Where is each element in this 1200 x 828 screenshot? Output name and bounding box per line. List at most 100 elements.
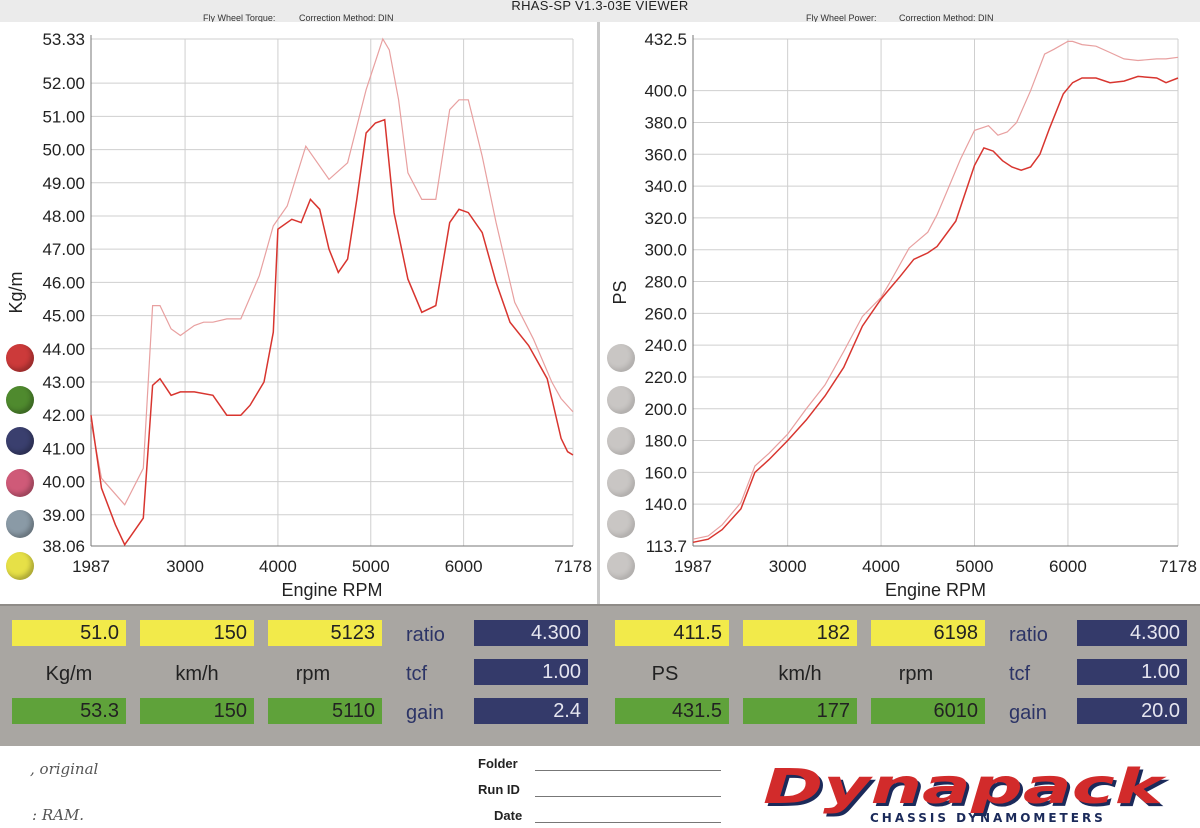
x-tick-label: 5000 <box>352 557 390 576</box>
power-chart: 432.5 400.0 380.0 360.0 340.0 320.0 300.0 280.0… <box>610 30 1197 600</box>
y-tick-label: 46.00 <box>42 273 85 292</box>
legend-circle[interactable] <box>6 385 34 414</box>
x-tick-label: 6000 <box>445 557 483 576</box>
legend-circle[interactable] <box>6 510 34 538</box>
y-tick-label: 280.0 <box>644 273 687 292</box>
date-field <box>535 822 721 823</box>
tcf-label-left: tcf <box>406 663 428 685</box>
grid <box>692 38 1179 547</box>
y-tick-label: 240.0 <box>644 336 687 355</box>
y-tick-label: 380.0 <box>644 113 687 132</box>
x-tick-label: 4000 <box>259 557 297 576</box>
unit-kgm: Kg/m <box>45 663 93 685</box>
rpm-current-value-right: 6198 <box>871 620 985 646</box>
logo-wordmark-shadow: Dynapack <box>766 762 1171 818</box>
folder-label: Folder <box>478 756 518 771</box>
unit-kmh-left: km/h <box>175 663 219 685</box>
y-tick-label: 180.0 <box>644 432 687 451</box>
torque-chart-panel: 53.33 52.00 51.00 50.00 49.00 48.00 47.00 46.00… <box>0 22 600 604</box>
y-tick-label: 340.0 <box>644 177 687 196</box>
date-label: Date <box>494 808 523 823</box>
handwritten-note-original: , original <box>30 760 99 778</box>
legend-circle[interactable] <box>607 510 635 538</box>
x-tick-label: 4000 <box>862 557 900 576</box>
gain-label-right: gain <box>1009 702 1047 724</box>
folder-field <box>535 770 721 771</box>
ratio-label-left: ratio <box>406 624 445 646</box>
x-tick-label: 6000 <box>1049 557 1087 576</box>
series-line-1 <box>90 37 574 506</box>
legend-circle[interactable] <box>6 344 34 372</box>
ratio-value-left: 4.300 <box>474 620 588 646</box>
handwritten-note-ram: : RAM. <box>32 806 85 824</box>
torque-max-value: 53.3 <box>12 698 126 724</box>
series-line-2 <box>692 75 1179 544</box>
y-tick-label: 50.00 <box>42 141 85 160</box>
right-correction-label: Correction Method: DIN <box>899 13 994 23</box>
unit-rpm-right: rpm <box>898 663 934 685</box>
x-tick-label: 1987 <box>674 557 712 576</box>
tcf-value-left: 1.00 <box>474 659 588 685</box>
y-tick-label: 400.0 <box>644 82 687 101</box>
power-current-value: 411.5 <box>615 620 729 646</box>
gain-value-right: 20.0 <box>1077 698 1187 724</box>
y-tick-label: 360.0 <box>644 145 687 164</box>
y-tick-label: 260.0 <box>644 304 687 323</box>
legend-circle[interactable] <box>607 385 635 414</box>
y-tick-label: 38.06 <box>42 537 85 556</box>
legend-circle[interactable] <box>607 427 635 455</box>
y-tick-label: 320.0 <box>644 209 687 228</box>
y-tick-label: 53.33 <box>42 30 85 49</box>
legend-circle[interactable] <box>6 468 34 497</box>
torque-current-value: 51.0 <box>12 620 126 646</box>
legend-circle[interactable] <box>607 344 635 372</box>
legend-circle[interactable] <box>607 551 635 580</box>
x-tick-label: 7178 <box>1159 557 1197 576</box>
title-bar: RHAS-SP V1.3-03E VIEWER Fly Wheel Torque… <box>0 0 1200 23</box>
x-tick-label: 1987 <box>72 557 110 576</box>
unit-kmh-right: km/h <box>778 663 822 685</box>
legend-circle[interactable] <box>607 468 635 497</box>
x-axis-label: Engine RPM <box>281 580 382 600</box>
y-tick-label: 39.00 <box>42 506 85 525</box>
gain-label-left: gain <box>406 702 444 724</box>
legend-circle[interactable] <box>6 551 34 580</box>
left-measure-label: Fly Wheel Torque: <box>203 13 276 23</box>
y-tick-label: 47.00 <box>42 240 85 259</box>
legend-circle[interactable] <box>6 427 34 455</box>
y-tick-label: 41.00 <box>42 439 85 458</box>
series-line-1 <box>692 40 1179 540</box>
speed-current-value-right: 182 <box>743 620 857 646</box>
y-tick-label: 52.00 <box>42 74 85 93</box>
grid <box>90 38 574 547</box>
x-tick-label: 3000 <box>166 557 204 576</box>
rpm-current-value-left: 5123 <box>268 620 382 646</box>
x-tick-label: 7178 <box>554 557 592 576</box>
series-line-2 <box>90 118 574 547</box>
y-tick-label: 51.00 <box>42 107 85 126</box>
y-tick-label: 45.00 <box>42 307 85 326</box>
speed-max-value-right: 177 <box>743 698 857 724</box>
app-title: RHAS-SP V1.3-03E VIEWER <box>511 0 689 13</box>
y-tick-label: 200.0 <box>644 400 687 419</box>
power-max-value: 431.5 <box>615 698 729 724</box>
unit-ps: PS <box>651 663 679 685</box>
x-axis-label: Engine RPM <box>885 580 986 600</box>
y-tick-label: 48.00 <box>42 207 85 226</box>
y-tick-label: 300.0 <box>644 241 687 260</box>
x-tick-label: 5000 <box>956 557 994 576</box>
y-tick-label: 42.00 <box>42 406 85 425</box>
logo-tagline: CHASSIS DYNAMOMETERS <box>870 811 1106 824</box>
y-tick-label: 220.0 <box>644 368 687 387</box>
logo-wordmark: Dynapack <box>763 760 1168 815</box>
speed-current-value-left: 150 <box>140 620 254 646</box>
speed-max-value-left: 150 <box>140 698 254 724</box>
unit-rpm-left: rpm <box>295 663 331 685</box>
y-axis-label: PS <box>610 280 630 304</box>
right-measure-label: Fly Wheel Power: <box>806 13 877 23</box>
run-id-field <box>535 796 721 797</box>
footer: , original : RAM. Folder Run ID Date Dyn… <box>0 746 1200 828</box>
x-tick-label: 3000 <box>769 557 807 576</box>
rpm-max-value-left: 5110 <box>268 698 382 724</box>
y-tick-label: 160.0 <box>644 463 687 482</box>
